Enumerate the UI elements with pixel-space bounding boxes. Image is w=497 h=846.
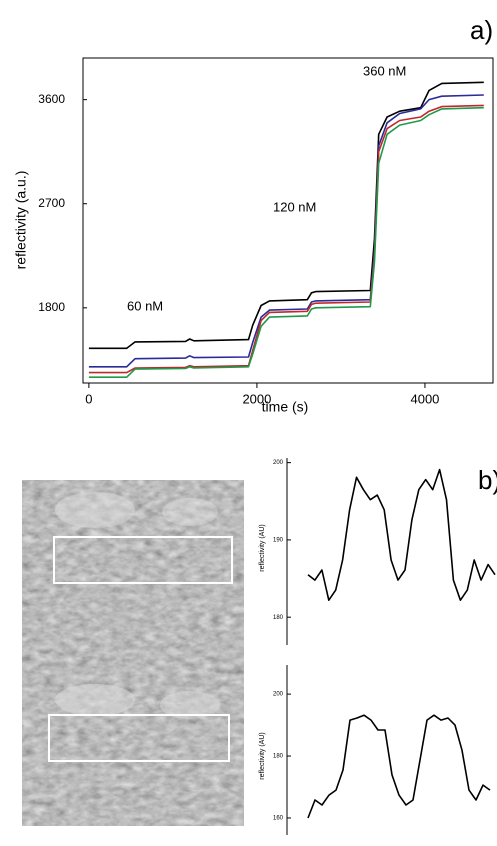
- y-tick-label: 180: [273, 754, 284, 760]
- y-axis-label: reflectivity (AU): [259, 732, 266, 779]
- line: [88, 81, 484, 350]
- y-tick-label: 3600: [38, 92, 65, 106]
- panel-label: b): [478, 465, 497, 495]
- panel-label: a): [470, 15, 493, 45]
- x-tick-label: 0: [85, 391, 92, 406]
- micrograph-texture: [22, 480, 244, 826]
- line: [88, 104, 484, 374]
- y-tick-label: 2700: [38, 196, 65, 210]
- annotation: 120 nM: [273, 199, 316, 214]
- y-tick-label: 180: [273, 615, 284, 621]
- y-axis-label: reflectivity (AU): [259, 524, 266, 571]
- line: [307, 468, 496, 601]
- y-tick-label: 160: [273, 816, 284, 822]
- micrograph: [22, 480, 244, 826]
- plot-frame: [82, 57, 494, 384]
- line: [307, 714, 491, 819]
- annotation: 60 nM: [127, 298, 163, 313]
- y-tick-label: 200: [273, 460, 284, 466]
- annotation: 360 nM: [363, 63, 406, 78]
- selection-box: [48, 714, 230, 762]
- x-tick-label: 4000: [410, 391, 439, 406]
- y-tick-label: 1800: [38, 300, 65, 314]
- x-tick-label: 2000: [242, 391, 271, 406]
- y-tick-label: 190: [273, 537, 284, 543]
- line: [88, 94, 484, 368]
- y-tick-label: 200: [273, 692, 284, 698]
- x-axis-label: time (s): [262, 399, 309, 415]
- bright-region: [55, 492, 135, 528]
- selection-box: [53, 536, 233, 584]
- y-axis-label: reflectivity (a.u.): [13, 171, 29, 270]
- line: [88, 106, 484, 378]
- bright-region: [162, 498, 218, 526]
- bright-region: [160, 691, 220, 719]
- bright-region: [55, 684, 135, 716]
